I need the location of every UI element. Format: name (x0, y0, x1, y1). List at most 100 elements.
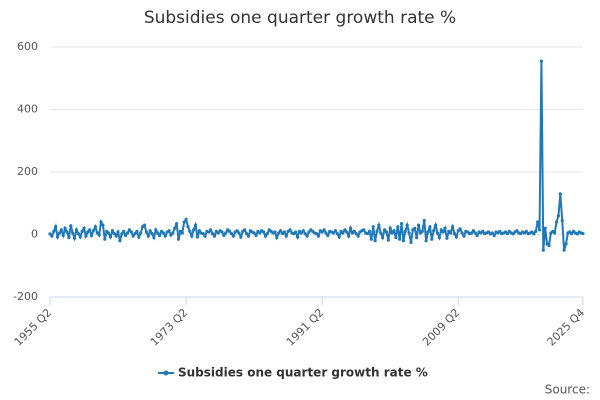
point (263, 234, 268, 238)
point (144, 230, 148, 234)
point (377, 223, 381, 227)
point (299, 231, 303, 235)
point (224, 231, 228, 235)
point (426, 230, 430, 234)
point (182, 220, 186, 224)
point (80, 229, 84, 233)
point (424, 239, 428, 243)
point (556, 214, 561, 218)
point (314, 231, 319, 236)
point (57, 231, 62, 235)
point (498, 229, 502, 233)
point (547, 243, 551, 248)
point (278, 229, 283, 233)
point (386, 238, 390, 242)
point (137, 235, 141, 239)
point (210, 231, 215, 236)
point (265, 231, 269, 236)
point (273, 230, 277, 234)
point (324, 231, 328, 235)
point (101, 223, 105, 227)
point (403, 229, 407, 233)
point (481, 229, 485, 233)
point (150, 231, 154, 236)
point (356, 234, 360, 238)
point (154, 228, 158, 232)
point (337, 235, 341, 239)
point (139, 231, 143, 235)
point (348, 226, 353, 230)
point (108, 235, 113, 239)
point (367, 229, 372, 233)
point (95, 231, 99, 235)
point (341, 231, 345, 235)
point (333, 229, 338, 233)
point (458, 227, 462, 231)
point (252, 231, 256, 235)
point (254, 233, 258, 238)
point (454, 235, 458, 239)
point (581, 231, 585, 236)
point (369, 237, 373, 241)
point (175, 221, 179, 226)
point (416, 223, 421, 227)
point (420, 229, 424, 233)
point (133, 231, 137, 236)
point (437, 236, 441, 240)
y-tick-label: 200 (17, 165, 38, 178)
point (331, 231, 336, 235)
point (63, 226, 67, 230)
point (103, 237, 107, 241)
point (277, 231, 281, 235)
point (203, 234, 207, 238)
point (352, 229, 356, 233)
point (413, 226, 417, 230)
point (398, 237, 402, 241)
point (54, 225, 58, 229)
point (192, 228, 196, 232)
point (258, 231, 262, 235)
point (186, 225, 190, 229)
point (390, 231, 394, 235)
point (373, 239, 377, 243)
point (570, 231, 574, 236)
point (422, 218, 426, 223)
point (158, 233, 162, 238)
point (82, 226, 86, 230)
point (131, 234, 135, 238)
point (381, 236, 385, 240)
point (432, 229, 436, 233)
point (69, 224, 73, 228)
point (110, 229, 114, 233)
point (275, 236, 279, 240)
point (301, 229, 305, 233)
point (112, 231, 116, 236)
point (222, 233, 226, 238)
point (235, 229, 239, 233)
point (343, 228, 347, 232)
point (106, 231, 111, 235)
point (89, 233, 94, 238)
point (50, 234, 54, 238)
point (532, 232, 536, 236)
point (229, 231, 234, 236)
point (288, 228, 292, 232)
point (209, 228, 213, 232)
point (146, 234, 150, 238)
point (93, 225, 97, 229)
point (171, 231, 175, 235)
legend-marker (163, 370, 169, 376)
point (396, 225, 400, 229)
point (129, 230, 133, 234)
point (345, 230, 349, 234)
point (452, 231, 457, 236)
point (127, 228, 131, 232)
point (505, 231, 509, 236)
source: Source: (545, 383, 590, 397)
point (539, 59, 544, 63)
point (227, 229, 232, 233)
point (401, 239, 406, 243)
point (122, 229, 126, 233)
